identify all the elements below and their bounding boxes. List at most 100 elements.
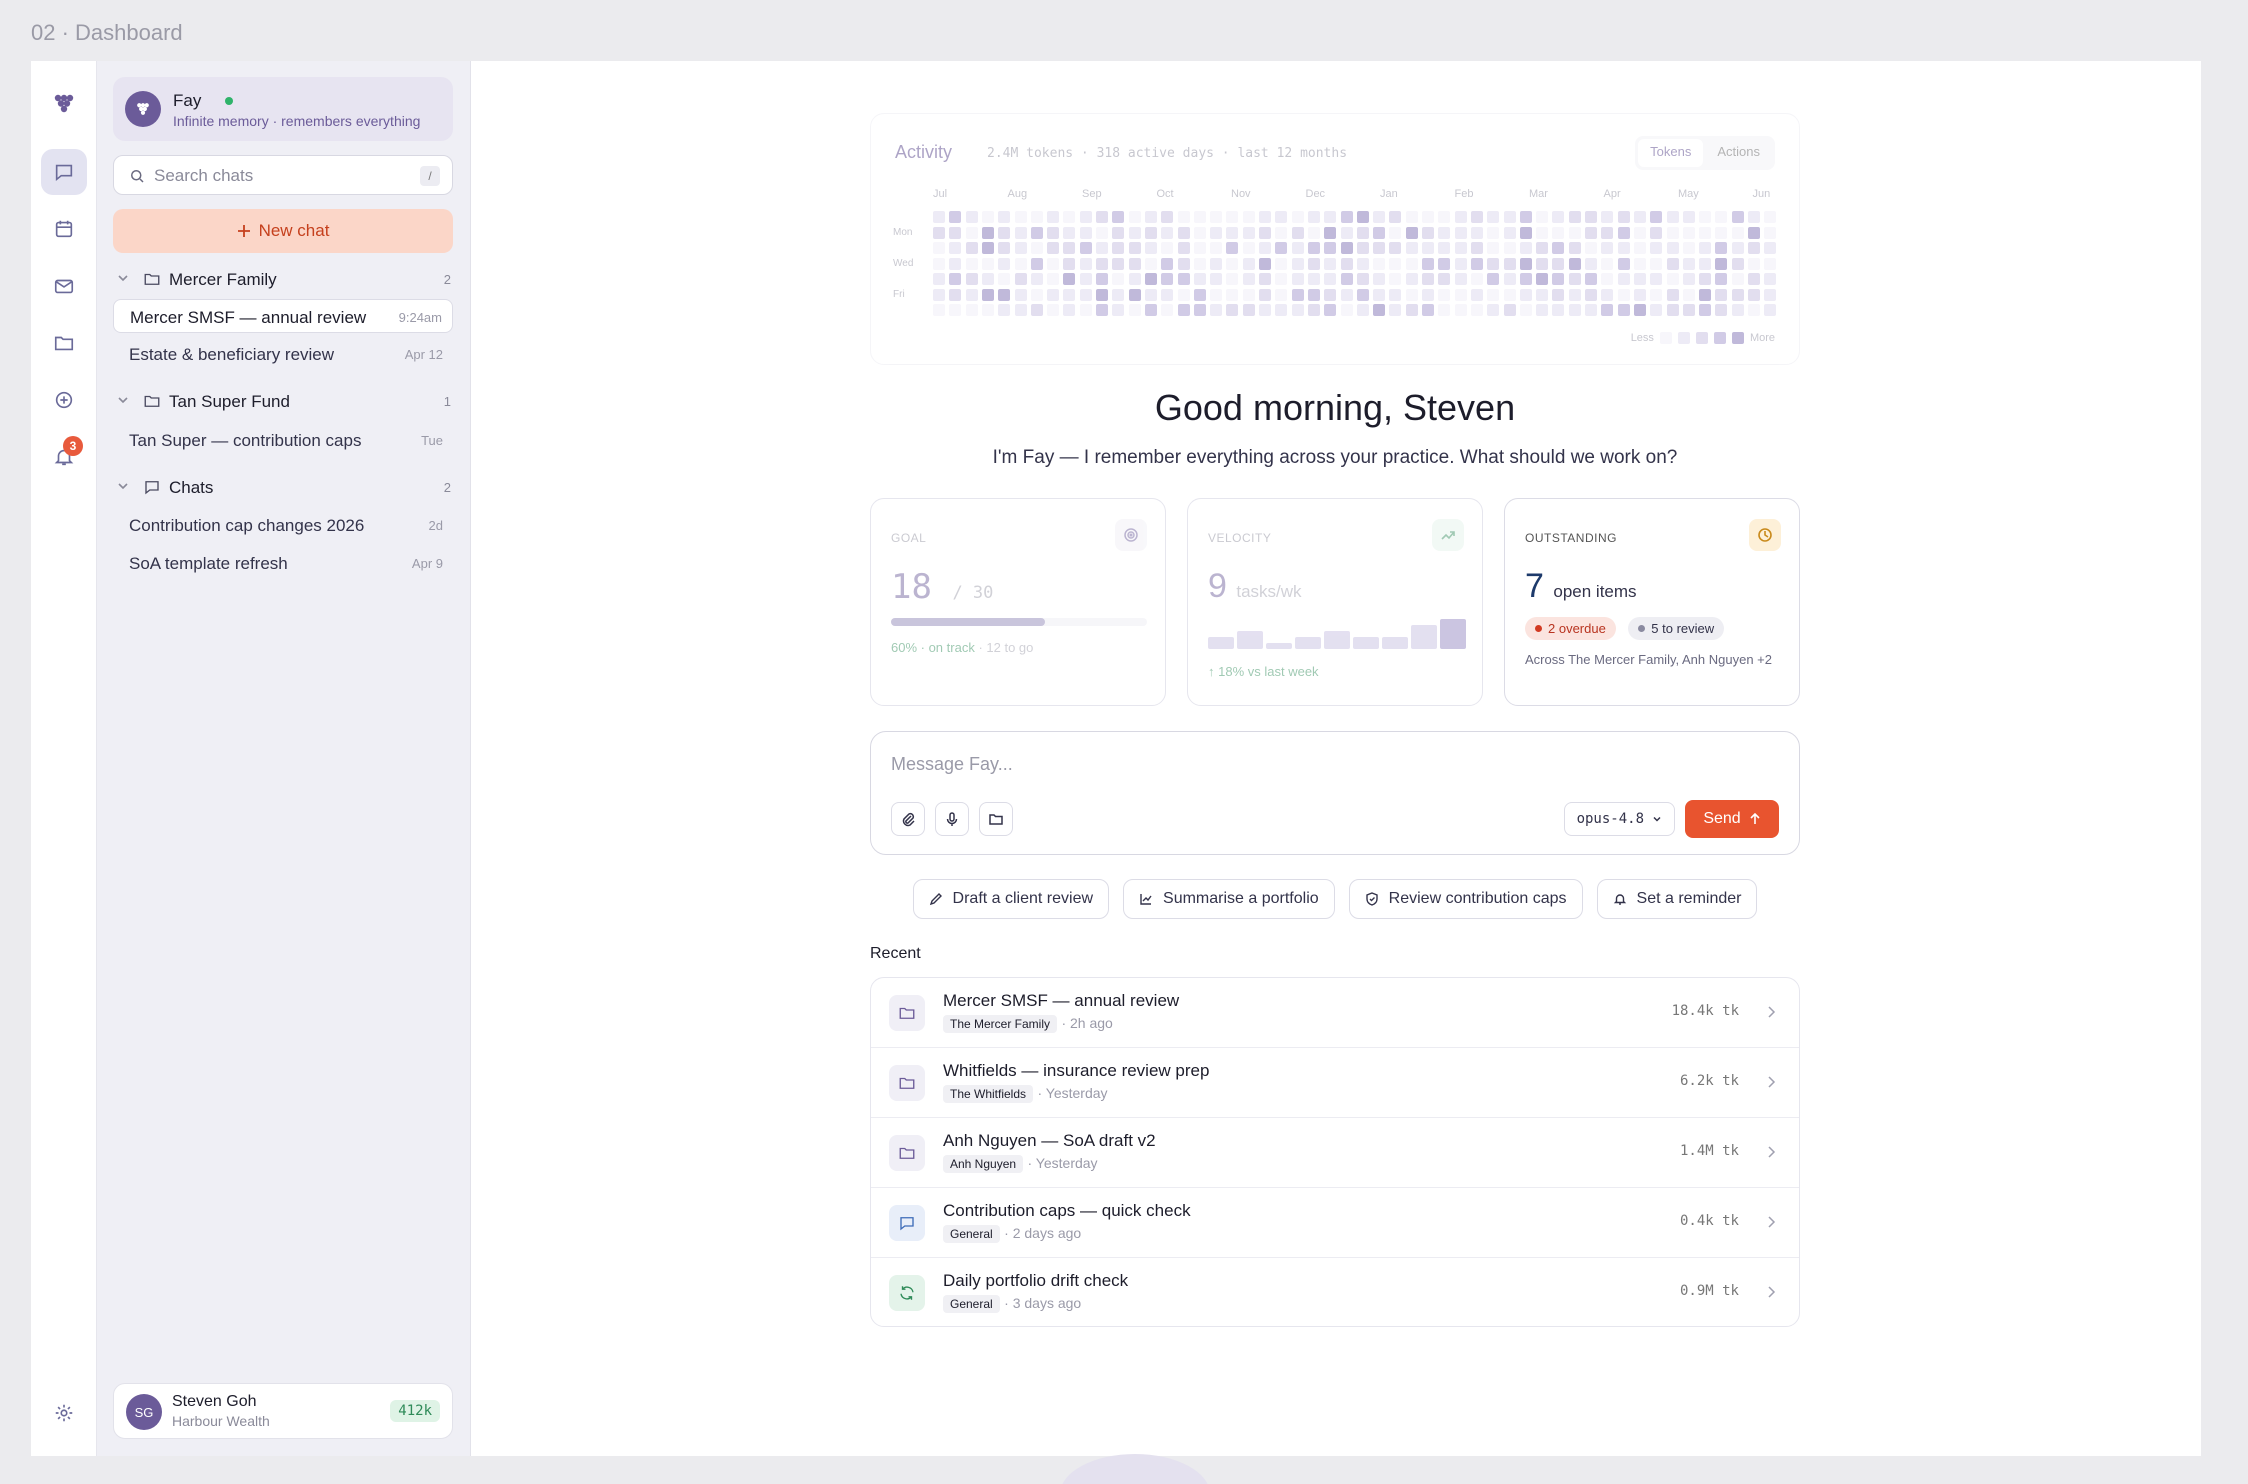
rail-chats-button[interactable]	[41, 149, 87, 195]
chat-time: Apr 9	[411, 556, 443, 571]
user-profile-card[interactable]: SG Steven Goh Harbour Wealth 412k	[113, 1383, 453, 1439]
review-pill[interactable]: 5 to review	[1628, 617, 1725, 640]
velocity-bar	[1411, 625, 1437, 649]
heatmap-cell	[1585, 288, 1597, 301]
heatmap-cell	[1193, 211, 1206, 223]
heatmap-cell	[965, 257, 978, 270]
group-name: Tan Super Fund	[169, 392, 290, 411]
heatmap-cell	[1389, 304, 1402, 316]
model-selector[interactable]: opus-4.8	[1563, 802, 1675, 836]
attach-button[interactable]	[891, 802, 925, 836]
heatmap-cell	[1259, 273, 1271, 285]
heatmap-cell	[1519, 242, 1532, 254]
legend-less: Less	[1630, 332, 1654, 344]
heatmap-cell	[1193, 226, 1206, 239]
heatmap-cell	[1405, 304, 1418, 316]
list-item[interactable]: Whitfields — insurance review prep The W…	[871, 1048, 1799, 1118]
list-item[interactable]: Daily portfolio drift check General · 3 …	[871, 1258, 1799, 1326]
voice-button[interactable]	[935, 802, 969, 836]
heatmap-cell	[1128, 211, 1141, 223]
velocity-bar	[1266, 643, 1292, 649]
chip-draft-client-review[interactable]: Draft a client review	[912, 879, 1110, 919]
toggle-actions[interactable]: Actions	[1717, 144, 1760, 159]
agent-card[interactable]: Fay Infinite memory · remembers everythi…	[113, 77, 453, 141]
rail-settings-button[interactable]	[41, 1390, 87, 1436]
heatmap-cell	[1601, 226, 1614, 239]
chat-item-mercer-smsf[interactable]: Mercer SMSF — annual review 9:24am	[113, 299, 453, 333]
heatmap-cell	[1422, 257, 1434, 270]
heatmap-cell	[1177, 211, 1190, 223]
heatmap-cell	[1552, 273, 1565, 285]
heatmap-cell	[1128, 257, 1141, 270]
heatmap-cell	[1210, 242, 1223, 254]
new-chat-button[interactable]: New chat	[113, 209, 453, 253]
heatmap-cell	[1193, 273, 1206, 285]
app-logo-icon[interactable]	[52, 92, 76, 116]
send-label: Send	[1703, 810, 1741, 827]
velocity-card[interactable]: VELOCITY 9 tasks/wk ↑ 18% vs last week	[1187, 498, 1483, 706]
heatmap-cell	[1275, 288, 1288, 301]
send-button[interactable]: Send	[1685, 800, 1779, 838]
chip-review-contribution-caps[interactable]: Review contribution caps	[1348, 879, 1583, 919]
group-mercer-family[interactable]: Mercer Family 2	[113, 263, 453, 295]
heatmap-cell	[1731, 257, 1744, 270]
folder-icon	[989, 814, 1003, 825]
list-item[interactable]: Anh Nguyen — SoA draft v2 Anh Nguyen · Y…	[871, 1118, 1799, 1188]
heatmap-cell	[1096, 288, 1108, 301]
rail-add-button[interactable]	[41, 377, 87, 423]
heatmap-cell	[1699, 288, 1712, 301]
heatmap-cell	[1259, 242, 1271, 254]
toggle-tokens[interactable]: Tokens	[1638, 139, 1704, 167]
target-icon	[1115, 519, 1147, 551]
heatmap-cell	[1536, 288, 1549, 301]
message-input[interactable]	[891, 750, 1591, 778]
list-item[interactable]: Mercer SMSF — annual review The Mercer F…	[871, 978, 1799, 1048]
heatmap-cell	[1715, 226, 1728, 239]
heatmap-cell	[1324, 288, 1337, 301]
chat-item-estate-review[interactable]: Estate & beneficiary review Apr 12	[113, 337, 453, 371]
group-name: Chats	[169, 478, 214, 497]
heatmap-cell	[1144, 242, 1157, 254]
chat-item-contribution-cap-changes[interactable]: Contribution cap changes 2026 2d	[113, 508, 453, 542]
frame-title: 02 · Dashboard	[31, 20, 183, 45]
heatmap-cell	[1030, 211, 1043, 223]
heatmap-cell	[1340, 242, 1353, 254]
rail-calendar-button[interactable]	[41, 206, 87, 252]
heatmap-cell	[1144, 257, 1157, 270]
chip-label: Review contribution caps	[1388, 890, 1567, 907]
overdue-pill[interactable]: 2 overdue	[1525, 617, 1616, 640]
rail-notifications-button[interactable]: 3	[41, 434, 87, 480]
rail-folders-button[interactable]	[41, 320, 87, 366]
heatmap-cell	[1650, 257, 1663, 270]
month-label: Jan	[1380, 188, 1398, 200]
legend-swatch	[1677, 332, 1690, 344]
heatmap-cell	[1307, 304, 1320, 316]
heatmap-cell	[1699, 257, 1712, 270]
chat-item-tan-super[interactable]: Tan Super — contribution caps Tue	[113, 423, 453, 457]
heatmap-cell	[1748, 226, 1760, 239]
heatmap-cell	[949, 211, 962, 223]
group-tan-super-fund[interactable]: Tan Super Fund 1	[113, 385, 453, 417]
list-item[interactable]: Contribution caps — quick check General …	[871, 1188, 1799, 1258]
heatmap-cell	[1568, 273, 1581, 285]
activity-heatmap-card: Activity 2.4M tokens · 318 active days ·…	[870, 113, 1800, 365]
rail-mail-button[interactable]	[41, 263, 87, 309]
folder-icon	[144, 273, 160, 285]
heatmap-cell	[933, 257, 945, 270]
chat-item-soa-template[interactable]: SoA template refresh Apr 9	[113, 546, 453, 580]
heatmap-cell	[1063, 288, 1076, 301]
heatmap-cell	[1438, 273, 1451, 285]
outstanding-card[interactable]: OUTSTANDING 7 open items 2 overdue 5 to …	[1504, 498, 1800, 706]
folder-context-button[interactable]	[979, 802, 1013, 836]
search-input[interactable]	[154, 164, 394, 188]
chip-set-reminder[interactable]: Set a reminder	[1596, 879, 1758, 919]
heatmap-cell	[1128, 242, 1141, 254]
heatmap-cell	[965, 273, 978, 285]
group-chats[interactable]: Chats 2	[113, 471, 453, 503]
goal-card[interactable]: GOAL 18 / 30 60% · on track · 12 to go	[870, 498, 1166, 706]
heatmap-cell	[1438, 211, 1451, 223]
heatmap-cell	[1177, 288, 1190, 301]
item-tokens: 6.2k tk	[1679, 1073, 1739, 1089]
greeting-subtitle: I'm Fay — I remember everything across y…	[992, 447, 1678, 468]
chip-summarise-portfolio[interactable]: Summarise a portfolio	[1123, 879, 1335, 919]
